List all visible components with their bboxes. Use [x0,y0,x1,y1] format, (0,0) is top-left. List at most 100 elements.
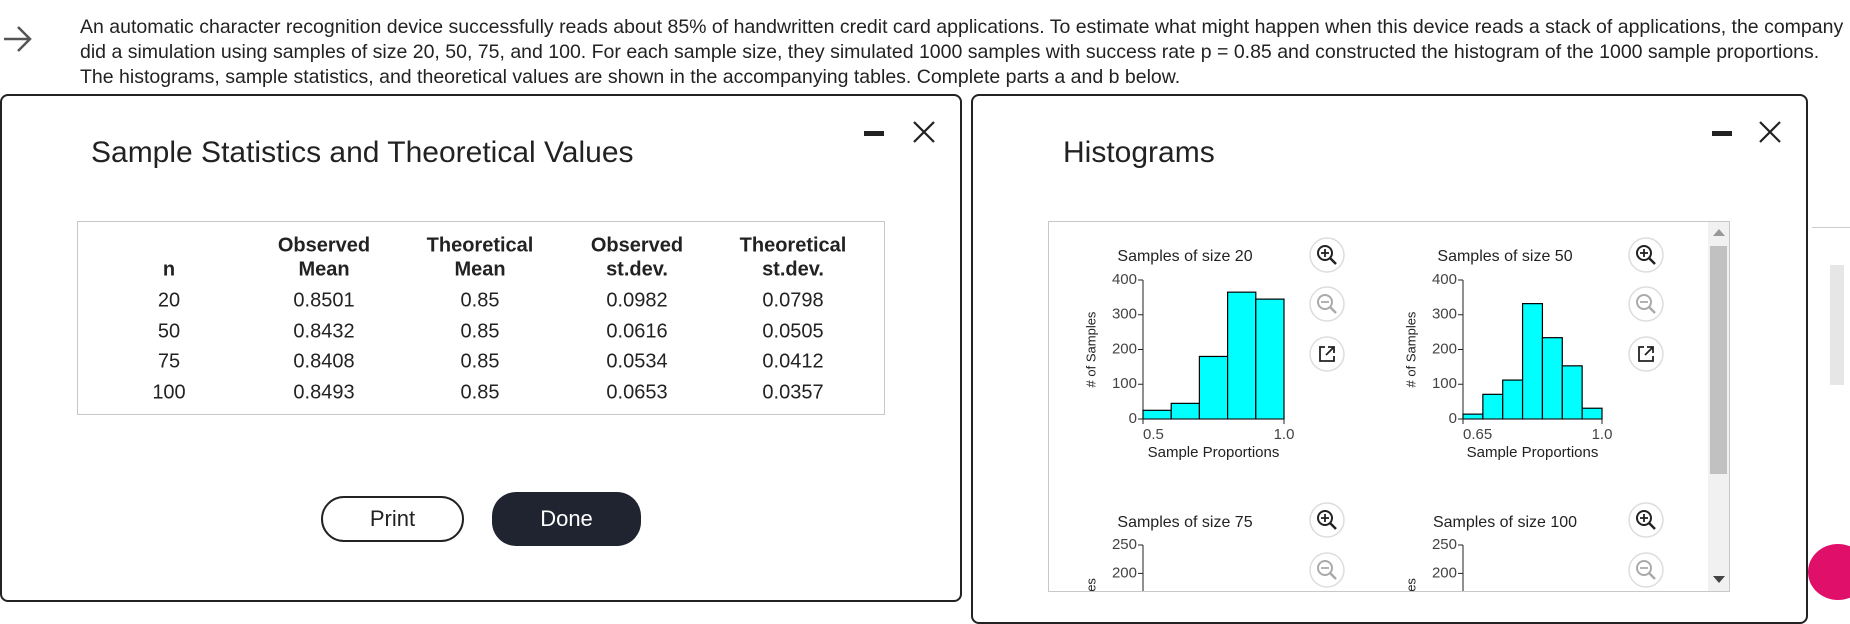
x-tick-label: 1.0 [1274,426,1295,443]
column-header: Mean [454,258,506,281]
zoom-in[interactable] [1309,502,1345,538]
minimize-button[interactable] [862,120,886,144]
y-tick-label: 200 [1432,564,1457,581]
scroll-down[interactable] [1713,576,1725,584]
magnifier [1317,245,1333,261]
chart-title: Samples of size 100 [1433,514,1577,531]
zoom-out[interactable] [1309,552,1345,588]
y-tick-label: 300 [1112,306,1137,323]
zoom-in[interactable] [1628,502,1664,538]
magnifier [1636,510,1652,526]
column-header: st.dev. [762,258,824,281]
column-header: Observed [277,234,371,257]
histograms: Samples of size 20 # of Samples 0 100 200 300… [1083,237,1664,591]
magnifier [1317,510,1333,526]
y-tick-label: 250 [1432,536,1457,553]
table-cell: 100 [152,381,186,403]
table-cell: 0.85 [460,350,500,373]
question-line: did a simulation using samples of size 2… [80,41,1820,63]
column-header: Theoretical [426,234,534,257]
x-tick-label: 1.0 [1592,426,1613,443]
zoom-out[interactable] [1628,552,1664,588]
magnifier [1329,257,1337,265]
magnifier [1317,294,1333,310]
y-axis-label: # of Samples [1083,578,1098,591]
page: An automatic character recognition devic… [0,16,1850,624]
done-button[interactable]: Done [492,492,641,546]
bar [1226,291,1257,420]
open-icon [1319,346,1335,362]
stats-table: n Observed Mean Theoretical Mean Observed st.d… [77,221,885,415]
scrollbar-thumb[interactable] [1710,246,1727,474]
histogram-area: Samples of size 20 # of Samples 0 100 200 300… [1048,221,1730,592]
bar [1198,355,1229,420]
magnifier [1648,522,1656,530]
magnifier [1329,522,1337,530]
table-cell: 20 [157,289,181,312]
zoom-out[interactable] [1628,286,1664,322]
page-scrollbar[interactable] [1830,265,1844,385]
table-cell: 0.0412 [762,350,824,373]
minimize-button[interactable] [1710,120,1734,144]
scrollbar[interactable] [1708,222,1729,591]
bar [1541,337,1563,420]
bar [1255,298,1285,420]
open-icon [1638,346,1654,362]
bar [1482,393,1504,420]
column-header: n [162,258,176,281]
column-header: Mean [298,258,350,281]
zoom-out[interactable] [1309,286,1345,322]
scroll-up[interactable] [1713,228,1725,236]
help-button[interactable] [1808,544,1850,600]
back-arrow[interactable] [0,24,34,54]
table-cell: 50 [157,320,181,342]
table-cell: 0.0653 [606,381,668,403]
magnifier [1636,560,1652,576]
print-button[interactable]: Print [321,496,464,542]
bar [1462,413,1484,420]
y-axis-label: # of Samples [1403,311,1418,387]
bar [1170,402,1200,420]
table-cell: 0.0357 [762,381,824,403]
y-axis-label: # of Samples [1083,311,1098,387]
divider [1812,227,1850,228]
magnifier [1636,294,1652,310]
chart-title: Samples of size 75 [1117,514,1252,531]
y-tick-label: 250 [1112,536,1137,553]
table-cell: 0.0534 [606,350,668,373]
close-button[interactable] [911,119,937,145]
table-cell: 0.0798 [762,289,824,312]
y-tick-label: 200 [1432,340,1457,357]
close-button[interactable] [1757,119,1783,145]
y-tick-label: 0 [1449,410,1457,427]
y-tick-label: 400 [1112,271,1137,288]
y-tick-label: 0 [1129,410,1137,427]
column-header: Theoretical [739,234,847,257]
zoom-in[interactable] [1309,237,1345,273]
magnifier [1329,306,1337,314]
y-tick-label: 400 [1432,271,1457,288]
column-header: st.dev. [606,258,668,281]
table-cell: 0.85 [460,320,500,342]
dialog-title: Sample Statistics and Theoretical Values [91,136,634,169]
dialog-title: Histograms [1063,136,1215,169]
zoom-in[interactable] [1628,237,1664,273]
bar [1502,379,1524,420]
y-tick-label: 300 [1432,306,1457,323]
x-tick-label: 0.5 [1143,426,1164,443]
table-cell: 75 [157,350,181,373]
table-cell: 0.0982 [606,289,668,312]
x-tick-label: 0.65 [1463,426,1492,443]
y-tick-label: 200 [1112,564,1137,581]
chart-title: Samples of size 20 [1117,248,1252,265]
magnifier [1329,572,1337,580]
y-tick-label: 100 [1112,375,1137,392]
table-cell: 0.8432 [293,320,355,342]
x-axis-label: Sample Proportions [1467,444,1599,461]
magnifier [1648,257,1656,265]
stats-dialog [0,94,962,602]
magnifier [1636,245,1652,261]
table-cell: 0.0505 [762,320,824,342]
table-cell: 0.85 [460,289,500,312]
magnifier [1648,572,1656,580]
